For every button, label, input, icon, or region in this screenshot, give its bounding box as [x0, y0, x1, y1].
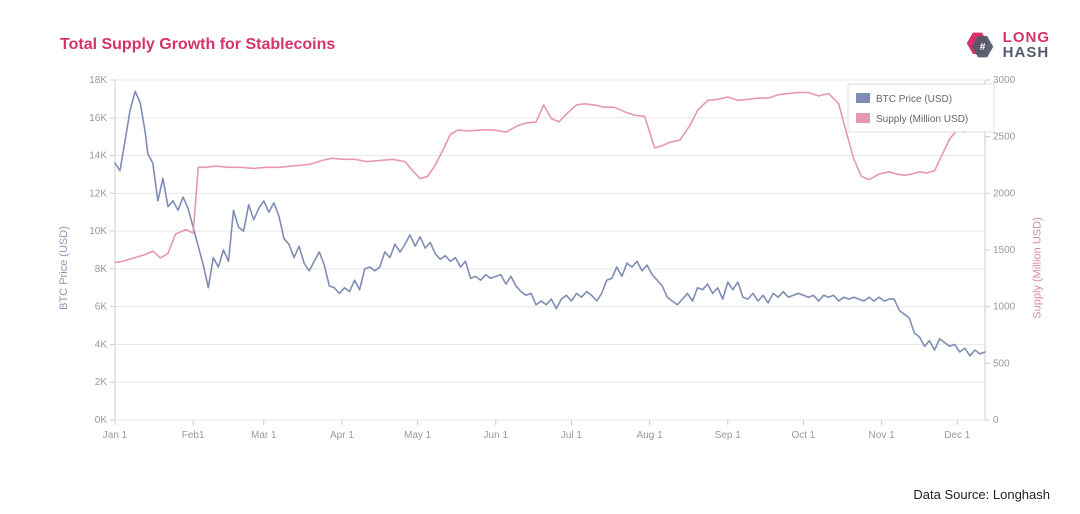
logo-text-hash: HASH	[1003, 45, 1050, 60]
svg-text:Oct 1: Oct 1	[791, 430, 815, 441]
svg-text:BTC Price (USD): BTC Price (USD)	[876, 94, 952, 105]
logo: # LONG HASH	[963, 28, 1050, 62]
svg-text:Supply (Million USD): Supply (Million USD)	[876, 114, 968, 125]
data-source: Data Source: Longhash	[913, 487, 1050, 502]
svg-text:3000: 3000	[993, 75, 1016, 86]
svg-text:12K: 12K	[89, 188, 107, 199]
svg-text:16K: 16K	[89, 113, 107, 124]
svg-text:0: 0	[993, 415, 999, 426]
svg-text:1000: 1000	[993, 302, 1016, 313]
chart-container: BTC Price (USD) Supply (Million USD) 0K 2…	[60, 70, 1040, 465]
svg-text:2000: 2000	[993, 188, 1016, 199]
svg-text:18K: 18K	[89, 75, 107, 86]
svg-text:Nov 1: Nov 1	[869, 430, 896, 441]
logo-text-long: LONG	[1003, 30, 1050, 45]
svg-text:Sep 1: Sep 1	[715, 430, 742, 441]
svg-text:Feb1: Feb1	[182, 430, 205, 441]
svg-text:Jun 1: Jun 1	[484, 430, 509, 441]
svg-text:Dec 1: Dec 1	[944, 430, 971, 441]
svg-text:Mar 1: Mar 1	[251, 430, 277, 441]
svg-text:1500: 1500	[993, 245, 1016, 256]
svg-text:10K: 10K	[89, 226, 107, 237]
svg-text:2K: 2K	[95, 377, 108, 388]
svg-text:8K: 8K	[95, 264, 108, 275]
y-left-axis-label: BTC Price (USD)	[58, 226, 70, 310]
y-right-axis-label: Supply (Million USD)	[1031, 217, 1043, 318]
longhash-logo-icon: #	[963, 28, 997, 62]
svg-text:May 1: May 1	[404, 430, 432, 441]
svg-text:Jul 1: Jul 1	[561, 430, 583, 441]
data-source-label: Data Source:	[913, 487, 989, 502]
svg-text:0K: 0K	[95, 415, 108, 426]
svg-text:2500: 2500	[993, 132, 1016, 143]
data-source-value: Longhash	[993, 487, 1050, 502]
svg-text:500: 500	[993, 358, 1010, 369]
svg-text:#: #	[979, 42, 985, 53]
svg-text:Jan 1: Jan 1	[103, 430, 128, 441]
svg-text:4K: 4K	[95, 339, 108, 350]
svg-text:6K: 6K	[95, 302, 108, 313]
svg-text:Apr 1: Apr 1	[330, 430, 354, 441]
svg-text:14K: 14K	[89, 151, 107, 162]
svg-text:Aug 1: Aug 1	[637, 430, 664, 441]
chart-svg: 0K 2K 4K 6K 8K 10K 12K 14K 16K 18K 0 500 1000 1500 200…	[60, 70, 1040, 465]
chart-title: Total Supply Growth for Stablecoins	[60, 36, 335, 54]
